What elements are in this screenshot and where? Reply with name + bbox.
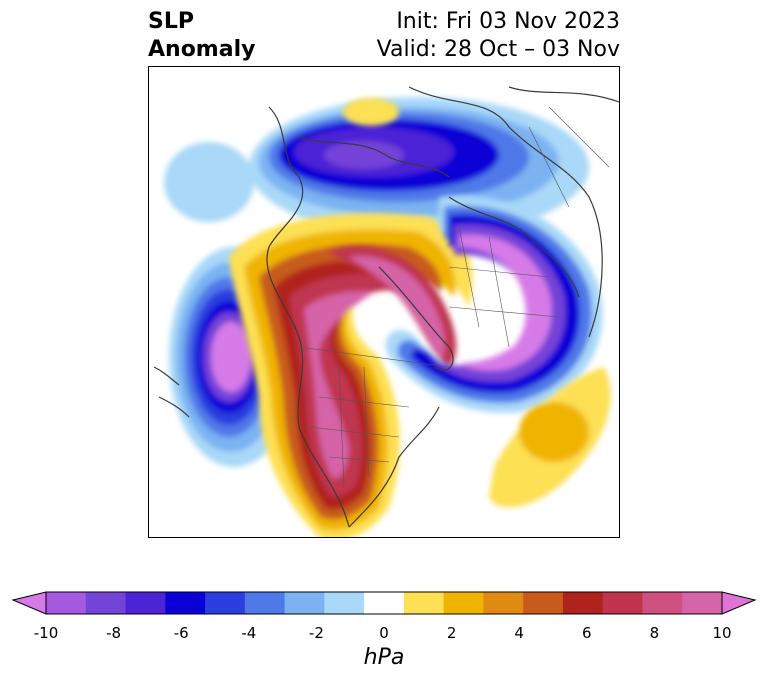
title-line-1: SLP	[148, 9, 194, 34]
colorbar-outline	[45, 591, 723, 615]
colorbar-tick-label: 0	[379, 624, 389, 642]
colorbar-tick-label: 6	[582, 624, 592, 642]
colorbar-cell	[483, 592, 524, 614]
eurasian-low-anomaly	[385, 195, 603, 413]
colorbar-cell	[682, 592, 723, 614]
colorbar-tick-label: -6	[173, 624, 189, 642]
colorbar-tick-label: -10	[33, 624, 59, 642]
hudson-high-tongue	[329, 246, 457, 367]
atlantic-high-anomaly	[489, 367, 611, 508]
colorbar-tick-labels: -10 -8 -6 -4 -2 0 2 4 6 8 10	[0, 624, 768, 644]
colorbar-tick-label: 4	[514, 624, 524, 642]
colorbar-tick-label: -2	[308, 624, 324, 642]
coastlines	[153, 86, 619, 528]
map-title: SLP Anomaly	[148, 8, 255, 64]
colorbar-tick-label: 2	[446, 624, 457, 642]
colorbar-cell	[205, 592, 246, 614]
arctic-high-patch	[343, 98, 399, 126]
colorbar-tick-label: 10	[712, 624, 732, 642]
colorbar-tick-label: -4	[241, 624, 257, 642]
title-line-2: Anomaly	[148, 37, 256, 62]
colorbar-cell	[642, 592, 683, 614]
political-borders	[298, 106, 610, 488]
colorbar-tick-label: -8	[106, 624, 122, 642]
north-america-high-anomaly	[229, 213, 473, 537]
colorbar-cell	[165, 592, 206, 614]
colorbar-cell	[244, 592, 286, 614]
colorbar-cell	[403, 592, 445, 614]
colorbar	[11, 591, 757, 615]
colorbar-cell	[562, 592, 604, 614]
map-canvas	[153, 86, 619, 537]
colorbar-cell	[85, 592, 127, 614]
colorbar-cell	[125, 592, 166, 614]
colorbar-cell	[46, 592, 87, 614]
slp-anomaly-map	[148, 66, 620, 538]
colorbar-cell	[324, 592, 365, 614]
colorbar-cells	[46, 592, 723, 614]
valid-period-label: Valid: 28 Oct – 03 Nov	[376, 37, 620, 62]
map-time-info: Init: Fri 03 Nov 2023 Valid: 28 Oct – 03…	[377, 8, 620, 64]
colorbar-tick-label: 8	[649, 624, 660, 642]
init-time-label: Init: Fri 03 Nov 2023	[396, 9, 620, 34]
colorbar-max-extension	[721, 591, 757, 615]
colorbar-cell	[284, 592, 325, 614]
colorbar-cell	[602, 592, 643, 614]
colorbar-cell	[523, 592, 564, 614]
colorbar-min-extension	[11, 591, 47, 615]
colorbar-cell	[443, 592, 484, 614]
colorbar-unit-label: hPa	[363, 645, 405, 670]
colorbar-cell	[364, 592, 405, 614]
